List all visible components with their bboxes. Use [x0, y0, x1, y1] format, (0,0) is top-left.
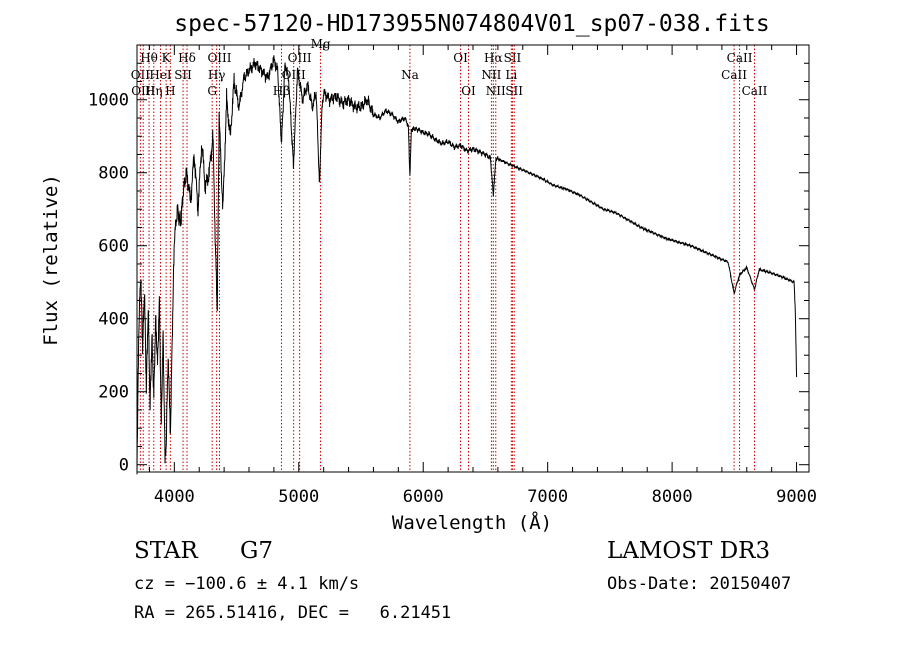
line-marker-label-0: Hθ: [140, 51, 158, 65]
y-tick-label-2: 400: [98, 310, 129, 330]
ra-dec-label: RA = 265.51416, DEC = 6.21451: [134, 603, 452, 623]
chart-title: spec-57120-HD173955N074804V01_sp07-038.f…: [174, 11, 769, 37]
y-tick-label-0: 0: [119, 456, 129, 476]
line-marker-label-1: OII: [131, 68, 151, 82]
line-marker-label-3: K: [162, 51, 172, 65]
line-marker-label-12: OIII: [288, 51, 312, 65]
y-tick-label-3: 600: [98, 237, 129, 257]
line-marker-label-11: G: [207, 84, 217, 98]
line-marker-label-23: Li: [505, 68, 517, 82]
line-marker-label-10: Hγ: [208, 68, 226, 82]
x-tick-label-4: 8000: [652, 487, 693, 507]
line-marker-label-19: Hα: [484, 51, 503, 65]
line-marker-label-22: SII: [504, 51, 522, 65]
x-tick-label-5: 9000: [776, 487, 817, 507]
class-label: STAR: [134, 538, 198, 564]
x-tick-label-0: 4000: [154, 487, 195, 507]
line-marker-label-9: OIII: [207, 51, 231, 65]
y-tick-label-4: 800: [98, 164, 129, 184]
spectrum-series: [136, 55, 798, 475]
line-markers: HθOIIOIIIKHeIHηHδSIIHOIIIHγGOIIIOIIIHβMg…: [131, 37, 768, 472]
axes-frame: [136, 44, 810, 473]
line-marker-label-17: OI: [453, 51, 468, 65]
line-marker-label-6: Hδ: [178, 51, 196, 65]
line-marker-label-26: CaII: [721, 68, 747, 82]
y-tick-label-1: 200: [98, 383, 129, 403]
spectrum-line-0: [136, 55, 798, 475]
obs-date-label: Obs-Date: 20150407: [607, 574, 792, 594]
line-marker-label-15: Mg: [311, 37, 331, 51]
line-marker-label-7: SII: [174, 68, 192, 82]
line-marker-label-24: SII: [505, 84, 523, 98]
line-marker-label-25: CaII: [727, 51, 753, 65]
line-marker-label-18: OI: [461, 84, 476, 98]
line-marker-label-14: Hβ: [273, 84, 290, 98]
cz-label: cz = −100.6 ± 4.1 km/s: [134, 574, 360, 594]
x-tick-label-3: 7000: [527, 487, 568, 507]
x-axis-label: Wavelength (Å): [392, 511, 552, 534]
axis-ticks: 4000 5000 6000 7000 8000 9000 0 200 400 600 800 100…: [88, 45, 817, 507]
line-marker-label-21: NII: [486, 84, 506, 98]
y-tick-label-5: 1000: [88, 91, 129, 111]
line-marker-label-4: HeI: [149, 68, 172, 82]
line-marker-label-8: H: [165, 84, 175, 98]
survey-label: LAMOST DR3: [607, 538, 771, 564]
line-marker-label-5: Hη: [145, 84, 163, 98]
line-marker-label-20: NII: [481, 68, 501, 82]
y-axis-label: Flux (relative): [40, 174, 62, 346]
line-marker-label-16: Na: [401, 68, 419, 82]
x-tick-label-2: 6000: [403, 487, 444, 507]
subclass-label: G7: [240, 538, 274, 564]
x-tick-label-1: 5000: [278, 487, 319, 507]
line-marker-label-27: CaII: [742, 84, 768, 98]
